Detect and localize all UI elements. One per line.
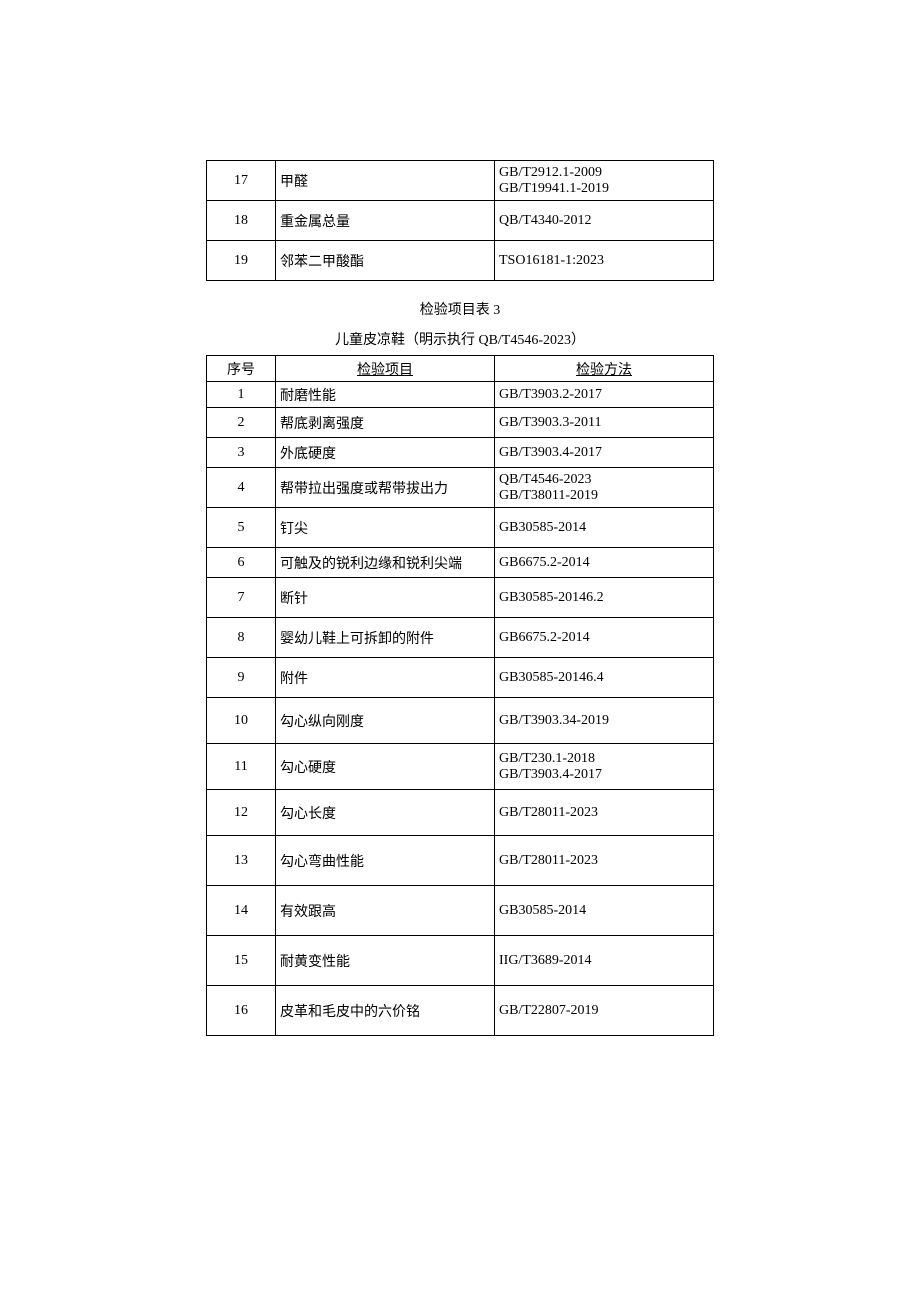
- table-row: 7断针GB30585-20146.2: [207, 578, 714, 618]
- row-number: 8: [207, 618, 276, 658]
- row-number: 14: [207, 886, 276, 936]
- row-item: 耐黄变性能: [276, 936, 495, 986]
- row-item: 勾心硬度: [276, 744, 495, 790]
- row-number: 3: [207, 438, 276, 468]
- table-row: 10勾心纵向刚度GB/T3903.34-2019: [207, 698, 714, 744]
- row-item: 有效跟高: [276, 886, 495, 936]
- table-row: 2帮底剥离强度GB/T3903.3-2011: [207, 408, 714, 438]
- row-method: GB/T22807-2019: [495, 986, 714, 1036]
- row-number: 19: [207, 241, 276, 281]
- row-item: 婴幼儿鞋上可拆卸的附件: [276, 618, 495, 658]
- table-2-header-item: 检验项目: [276, 356, 495, 382]
- row-item: 邻苯二甲酸酯: [276, 241, 495, 281]
- row-method: QB/T4546-2023GB/T38011-2019: [495, 468, 714, 508]
- row-number: 17: [207, 161, 276, 201]
- row-method: GB/T3903.2-2017: [495, 382, 714, 408]
- table-row: 1耐磨性能GB/T3903.2-2017: [207, 382, 714, 408]
- row-number: 1: [207, 382, 276, 408]
- row-item: 可触及的锐利边缘和锐利尖端: [276, 548, 495, 578]
- table-row: 15耐黄变性能IIG/T3689-2014: [207, 936, 714, 986]
- row-method: GB/T3903.3-2011: [495, 408, 714, 438]
- table-row: 18重金属总量QB/T4340-2012: [207, 201, 714, 241]
- row-method: GB30585-2014: [495, 886, 714, 936]
- row-item: 勾心纵向刚度: [276, 698, 495, 744]
- row-number: 2: [207, 408, 276, 438]
- row-number: 6: [207, 548, 276, 578]
- row-method: GB/T230.1-2018GB/T3903.4-2017: [495, 744, 714, 790]
- table-row: 6可触及的锐利边缘和锐利尖端GB6675.2-2014: [207, 548, 714, 578]
- row-item: 外底硬度: [276, 438, 495, 468]
- row-item: 帮带拉出强度或帮带拔出力: [276, 468, 495, 508]
- row-method: GB30585-20146.4: [495, 658, 714, 698]
- row-number: 9: [207, 658, 276, 698]
- row-method: GB30585-20146.2: [495, 578, 714, 618]
- table-row: 11勾心硬度GB/T230.1-2018GB/T3903.4-2017: [207, 744, 714, 790]
- table-2: 序号 检验项目 检验方法 1耐磨性能GB/T3903.2-20172帮底剥离强度…: [206, 355, 714, 1036]
- table-row: 5钉尖GB30585-2014: [207, 508, 714, 548]
- table-row: 3外底硬度GB/T3903.4-2017: [207, 438, 714, 468]
- row-method: IIG/T3689-2014: [495, 936, 714, 986]
- row-item: 断针: [276, 578, 495, 618]
- row-method: GB30585-2014: [495, 508, 714, 548]
- table-row: 8婴幼儿鞋上可拆卸的附件GB6675.2-2014: [207, 618, 714, 658]
- table-2-header-method: 检验方法: [495, 356, 714, 382]
- row-method: GB/T28011-2023: [495, 790, 714, 836]
- table-2-header-num: 序号: [207, 356, 276, 382]
- row-method: TSO16181-1:2023: [495, 241, 714, 281]
- row-number: 5: [207, 508, 276, 548]
- row-number: 11: [207, 744, 276, 790]
- row-item: 帮底剥离强度: [276, 408, 495, 438]
- row-item: 耐磨性能: [276, 382, 495, 408]
- row-method: QB/T4340-2012: [495, 201, 714, 241]
- row-number: 4: [207, 468, 276, 508]
- row-number: 13: [207, 836, 276, 886]
- row-method: GB/T3903.4-2017: [495, 438, 714, 468]
- row-item: 皮革和毛皮中的六价铭: [276, 986, 495, 1036]
- row-method: GB/T3903.34-2019: [495, 698, 714, 744]
- table-row: 12勾心长度GB/T28011-2023: [207, 790, 714, 836]
- row-method: GB/T2912.1-2009GB/T19941.1-2019: [495, 161, 714, 201]
- subcaption-table-3: 儿童皮凉鞋（明示执行 QB/T4546-2023）: [0, 329, 920, 349]
- caption-table-3: 检验项目表 3: [0, 299, 920, 319]
- table-2-body: 1耐磨性能GB/T3903.2-20172帮底剥离强度GB/T3903.3-20…: [207, 382, 714, 1036]
- table-1-body: 17甲醛GB/T2912.1-2009GB/T19941.1-201918重金属…: [207, 161, 714, 281]
- row-number: 18: [207, 201, 276, 241]
- row-number: 15: [207, 936, 276, 986]
- table-row: 19邻苯二甲酸酯TSO16181-1:2023: [207, 241, 714, 281]
- table-row: 16皮革和毛皮中的六价铭GB/T22807-2019: [207, 986, 714, 1036]
- table-1: 17甲醛GB/T2912.1-2009GB/T19941.1-201918重金属…: [206, 160, 714, 281]
- row-number: 7: [207, 578, 276, 618]
- table-row: 4帮带拉出强度或帮带拔出力QB/T4546-2023GB/T38011-2019: [207, 468, 714, 508]
- row-number: 12: [207, 790, 276, 836]
- page: 17甲醛GB/T2912.1-2009GB/T19941.1-201918重金属…: [0, 0, 920, 1136]
- row-number: 10: [207, 698, 276, 744]
- table-row: 17甲醛GB/T2912.1-2009GB/T19941.1-2019: [207, 161, 714, 201]
- row-method: GB/T28011-2023: [495, 836, 714, 886]
- row-item: 勾心弯曲性能: [276, 836, 495, 886]
- row-item: 重金属总量: [276, 201, 495, 241]
- row-item: 甲醛: [276, 161, 495, 201]
- row-number: 16: [207, 986, 276, 1036]
- row-item: 附件: [276, 658, 495, 698]
- row-method: GB6675.2-2014: [495, 618, 714, 658]
- table-row: 14有效跟高GB30585-2014: [207, 886, 714, 936]
- table-2-header-row: 序号 检验项目 检验方法: [207, 356, 714, 382]
- row-item: 钉尖: [276, 508, 495, 548]
- table-row: 13勾心弯曲性能GB/T28011-2023: [207, 836, 714, 886]
- row-item: 勾心长度: [276, 790, 495, 836]
- row-method: GB6675.2-2014: [495, 548, 714, 578]
- table-row: 9附件GB30585-20146.4: [207, 658, 714, 698]
